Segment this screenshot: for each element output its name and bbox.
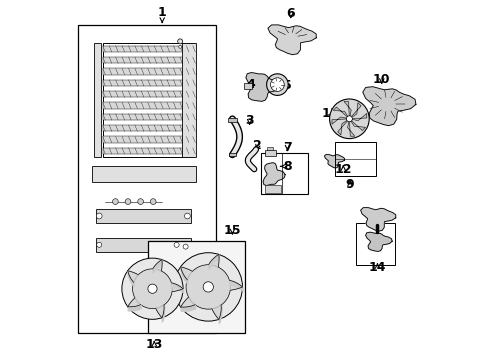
- Polygon shape: [366, 232, 392, 251]
- Text: 5: 5: [280, 79, 292, 92]
- Polygon shape: [349, 119, 366, 130]
- Polygon shape: [338, 119, 349, 135]
- Polygon shape: [347, 119, 355, 136]
- Polygon shape: [324, 154, 344, 168]
- Polygon shape: [246, 73, 281, 101]
- Circle shape: [179, 45, 182, 48]
- Text: 11: 11: [322, 107, 340, 120]
- Circle shape: [122, 258, 183, 319]
- Polygon shape: [349, 103, 361, 119]
- Text: 8: 8: [280, 160, 292, 173]
- Text: 1: 1: [158, 6, 167, 22]
- Circle shape: [138, 199, 144, 204]
- Polygon shape: [268, 25, 316, 55]
- Bar: [103, 46, 193, 52]
- Polygon shape: [153, 260, 162, 271]
- Bar: [182, 43, 196, 157]
- Circle shape: [183, 244, 188, 249]
- Polygon shape: [181, 267, 193, 280]
- Circle shape: [97, 213, 102, 219]
- Circle shape: [203, 282, 214, 292]
- Circle shape: [346, 116, 352, 122]
- Circle shape: [174, 253, 243, 321]
- Polygon shape: [361, 208, 396, 231]
- Circle shape: [148, 284, 157, 293]
- Circle shape: [174, 242, 179, 247]
- Polygon shape: [212, 305, 221, 319]
- Circle shape: [330, 99, 369, 139]
- Bar: [103, 68, 193, 75]
- Bar: [267, 147, 273, 150]
- Text: 3: 3: [245, 114, 254, 127]
- Circle shape: [186, 265, 230, 309]
- Circle shape: [125, 199, 131, 204]
- Text: 13: 13: [146, 338, 163, 351]
- Circle shape: [150, 199, 156, 204]
- Circle shape: [113, 199, 118, 204]
- Bar: [96, 209, 191, 223]
- Text: 7: 7: [283, 141, 292, 154]
- Polygon shape: [263, 163, 285, 185]
- Bar: [103, 114, 193, 120]
- Bar: [229, 153, 236, 156]
- Polygon shape: [229, 280, 243, 290]
- Circle shape: [133, 269, 172, 309]
- Circle shape: [185, 213, 190, 219]
- Bar: [103, 136, 193, 143]
- Polygon shape: [344, 102, 351, 119]
- Bar: [265, 185, 281, 193]
- Bar: [356, 223, 395, 265]
- Polygon shape: [128, 271, 138, 282]
- Bar: [148, 241, 245, 333]
- Polygon shape: [172, 283, 183, 292]
- Polygon shape: [349, 113, 367, 121]
- Text: 12: 12: [335, 163, 352, 176]
- Circle shape: [270, 78, 284, 91]
- Bar: [103, 125, 193, 131]
- Polygon shape: [209, 255, 219, 267]
- Circle shape: [267, 74, 288, 95]
- Bar: [261, 153, 308, 194]
- Circle shape: [178, 39, 183, 44]
- Bar: [103, 43, 193, 157]
- Text: 6: 6: [287, 7, 295, 20]
- Bar: [94, 43, 101, 157]
- Text: 4: 4: [247, 78, 255, 91]
- Text: 15: 15: [223, 224, 241, 237]
- Polygon shape: [128, 298, 141, 307]
- Polygon shape: [181, 297, 195, 307]
- Bar: [103, 91, 193, 97]
- Polygon shape: [333, 107, 349, 119]
- Circle shape: [97, 242, 102, 247]
- Bar: [96, 238, 191, 252]
- Polygon shape: [156, 305, 164, 318]
- Bar: [103, 80, 193, 86]
- Bar: [103, 103, 193, 109]
- Bar: [245, 83, 252, 89]
- Text: 10: 10: [373, 73, 391, 86]
- Polygon shape: [332, 117, 349, 124]
- Bar: [103, 57, 193, 63]
- Text: 2: 2: [253, 139, 262, 152]
- Bar: [335, 142, 376, 176]
- Bar: [77, 25, 216, 333]
- Bar: [92, 166, 196, 182]
- Polygon shape: [363, 87, 416, 126]
- Bar: [265, 150, 275, 156]
- Bar: [228, 118, 237, 122]
- Text: 9: 9: [346, 178, 354, 191]
- Text: 14: 14: [369, 261, 386, 274]
- Bar: [103, 148, 193, 154]
